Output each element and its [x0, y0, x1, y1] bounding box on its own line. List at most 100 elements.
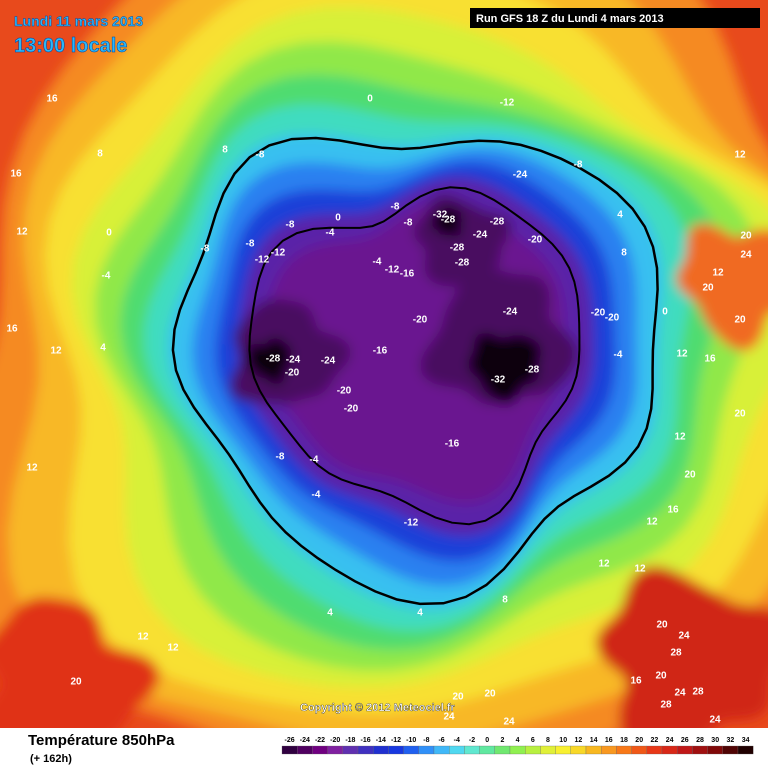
- contour-label: 4: [327, 608, 333, 619]
- legend-label: -6: [438, 737, 444, 744]
- legend: -26 -24 -22 -20 -18 -16 -14 -12 -10 -8 -6 -4 -2 0 2 4 6 8…: [281, 737, 754, 755]
- legend-label: -22: [315, 737, 325, 744]
- contour-label: -20: [285, 368, 300, 379]
- contour-label: 28: [692, 687, 704, 698]
- contour-label: -16: [445, 439, 460, 450]
- legend-swatch: [342, 745, 359, 755]
- contour-label: 20: [740, 231, 752, 242]
- contour-label: -12: [255, 255, 270, 266]
- contour-label: -32: [491, 375, 506, 386]
- contour-label: 4: [617, 210, 623, 221]
- legend-swatch: [585, 745, 602, 755]
- contour-label: 28: [670, 648, 682, 659]
- contour-label: 0: [662, 307, 668, 318]
- legend-label: -2: [469, 737, 475, 744]
- legend-label: 32: [727, 737, 735, 744]
- legend-label: 22: [651, 737, 659, 744]
- contour-label: -16: [400, 269, 415, 280]
- legend-swatch: [449, 745, 465, 755]
- warm-area: [595, 566, 768, 756]
- contour-label: 0: [106, 228, 112, 239]
- contour-labels: -32-28-24-28-28-28-20-24-12-8-20-24 -20 -2…: [6, 94, 752, 728]
- contour-label: -8: [404, 218, 413, 229]
- legend-swatch: [418, 745, 435, 755]
- contour-label: -4: [310, 455, 319, 466]
- zero-contour: [171, 136, 659, 606]
- contour-label: -4: [102, 271, 111, 282]
- contour-label: 20: [684, 470, 696, 481]
- contour-label: 4: [100, 343, 106, 354]
- legend-label: 24: [666, 737, 674, 744]
- contour-label: 24: [503, 717, 515, 728]
- contour-label: 12: [167, 643, 179, 654]
- contour-label: 0: [367, 94, 373, 105]
- legend-label: 10: [559, 737, 567, 744]
- contour-label: -24: [513, 170, 528, 181]
- contour-label: 16: [667, 505, 679, 516]
- contour-label: -24: [286, 355, 301, 366]
- contour-label: 28: [660, 700, 672, 711]
- contour-label: -8: [201, 244, 210, 255]
- cold-core: [246, 337, 292, 385]
- contour-label: 24: [443, 712, 455, 723]
- legend-swatch: [722, 745, 739, 755]
- legend-swatch: [555, 745, 571, 755]
- contour-label: -8: [574, 160, 583, 171]
- contours: [171, 136, 659, 606]
- contour-label: 12: [712, 268, 724, 279]
- footer-title: Température 850hPa: [28, 732, 175, 749]
- legend-swatch: [616, 745, 632, 755]
- contour-label: 12: [734, 150, 746, 161]
- contour-label: 20: [70, 677, 82, 688]
- contour-label: -28: [490, 217, 505, 228]
- warm-area: [676, 223, 768, 351]
- contour-label: -4: [312, 490, 321, 501]
- contour-label: -20: [528, 235, 543, 246]
- contour-label: -8: [286, 220, 295, 231]
- legend-swatch: [464, 745, 480, 755]
- contour-label: -24: [473, 230, 488, 241]
- copyright: Copyright © 2012 Meteociel.fr: [300, 702, 456, 714]
- contour-label: -28: [266, 354, 281, 365]
- legend-label: 20: [635, 737, 643, 744]
- contour-label: -8: [246, 239, 255, 250]
- contour-label: 16: [6, 324, 18, 335]
- contour-label: 24: [709, 715, 721, 726]
- legend-swatch: [281, 745, 298, 755]
- legend-swatch: [479, 745, 495, 755]
- contour-label: 12: [646, 517, 658, 528]
- contour-label: 20: [655, 671, 667, 682]
- legend-label: 18: [620, 737, 628, 744]
- legend-label: 8: [546, 737, 550, 744]
- contour-label: -20: [591, 308, 606, 319]
- run-box: [470, 8, 760, 28]
- contour-label: -24: [503, 307, 518, 318]
- legend-swatch: [707, 745, 723, 755]
- legend-swatch: [601, 745, 617, 755]
- legend-label: -18: [345, 737, 355, 744]
- contour-label: 20: [734, 315, 746, 326]
- legend-swatch: [646, 745, 663, 755]
- legend-label: 28: [696, 737, 704, 744]
- minus20-contour: [248, 186, 581, 526]
- contour-label: 8: [621, 248, 627, 259]
- contour-label: -28: [450, 243, 465, 254]
- contour-label: -12: [271, 248, 286, 259]
- legend-label: -16: [361, 737, 371, 744]
- contour-label: 20: [452, 692, 464, 703]
- contour-label: -32: [433, 210, 448, 221]
- cold-core: [420, 267, 578, 405]
- contour-label: -20: [605, 313, 620, 324]
- contour-label: 24: [674, 688, 686, 699]
- contour-label: 0: [335, 213, 341, 224]
- legend-swatch: [494, 745, 511, 755]
- contour-label: 20: [734, 409, 746, 420]
- legend-swatch: [327, 745, 343, 755]
- contour-label: 4: [417, 608, 423, 619]
- contour-label: 12: [634, 564, 646, 575]
- legend-label: -14: [376, 737, 386, 744]
- warm-area: [0, 597, 160, 752]
- cold-core: [430, 205, 462, 237]
